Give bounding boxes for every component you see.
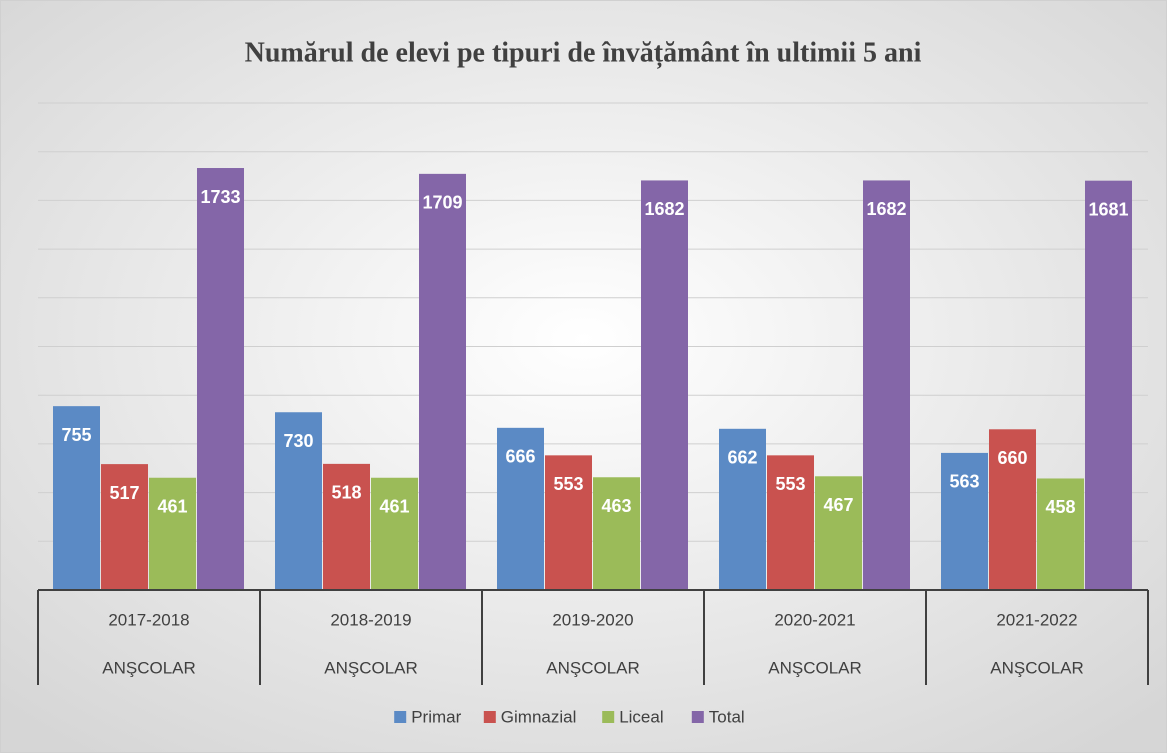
bar: [989, 429, 1036, 590]
data-label: 463: [601, 496, 631, 516]
x-tick-label: 2017-2018: [108, 610, 189, 629]
legend-swatch: [691, 711, 704, 723]
data-label: 461: [157, 496, 187, 516]
data-label: 553: [775, 474, 805, 494]
bar: [323, 463, 370, 590]
legend-swatch: [483, 711, 496, 723]
data-label: 660: [997, 448, 1027, 468]
x-group-label: ANŞCOLAR: [324, 658, 418, 677]
bar: [719, 428, 766, 590]
chart-title: Numărul de elevi pe tipuri de învățământ…: [245, 37, 922, 68]
x-tick-label: 2018-2019: [330, 610, 411, 629]
data-label: 1733: [200, 187, 240, 207]
bar: [815, 476, 862, 590]
bar: [371, 477, 418, 590]
bar: [1085, 180, 1132, 590]
data-label: 517: [109, 483, 139, 503]
data-label: 1709: [422, 193, 462, 213]
x-tick-label: 2021-2022: [996, 610, 1077, 629]
data-label: 461: [379, 496, 409, 516]
legend-label: Gimnazial: [501, 707, 577, 726]
x-tick-label: 2019-2020: [552, 610, 633, 629]
data-label: 755: [61, 425, 91, 445]
legend-swatch: [394, 711, 407, 723]
data-label: 1681: [1088, 199, 1128, 219]
x-group-label: ANŞCOLAR: [768, 658, 862, 677]
x-tick-label: 2020-2021: [774, 610, 855, 629]
legend-label: Liceal: [619, 707, 663, 726]
bar: [101, 464, 148, 590]
data-label: 553: [553, 474, 583, 494]
legend-label: Primar: [411, 707, 461, 726]
bar: [275, 412, 322, 590]
bar: [497, 427, 544, 590]
bar: [419, 173, 466, 590]
data-label: 1682: [866, 199, 906, 219]
data-label: 730: [283, 431, 313, 451]
legend-swatch: [602, 711, 615, 723]
bar: [149, 477, 196, 590]
bar: [941, 452, 988, 590]
data-label: 662: [727, 448, 757, 468]
bar: [197, 168, 244, 590]
x-group-label: ANŞCOLAR: [990, 658, 1084, 677]
data-label: 666: [505, 447, 535, 467]
bar: [863, 180, 910, 591]
data-label: 467: [823, 495, 853, 515]
data-label: 518: [331, 483, 361, 503]
data-label: 458: [1045, 497, 1075, 517]
bar: [641, 180, 688, 591]
x-group-label: ANŞCOLAR: [546, 658, 640, 677]
bar: [53, 406, 100, 590]
bar: [767, 455, 814, 590]
data-label: 563: [949, 472, 979, 492]
bar: [545, 455, 592, 590]
bar: [1037, 478, 1084, 590]
legend-label: Total: [709, 707, 745, 726]
x-group-label: ANŞCOLAR: [102, 658, 196, 677]
data-label: 1682: [644, 199, 684, 219]
bar: [593, 477, 640, 590]
